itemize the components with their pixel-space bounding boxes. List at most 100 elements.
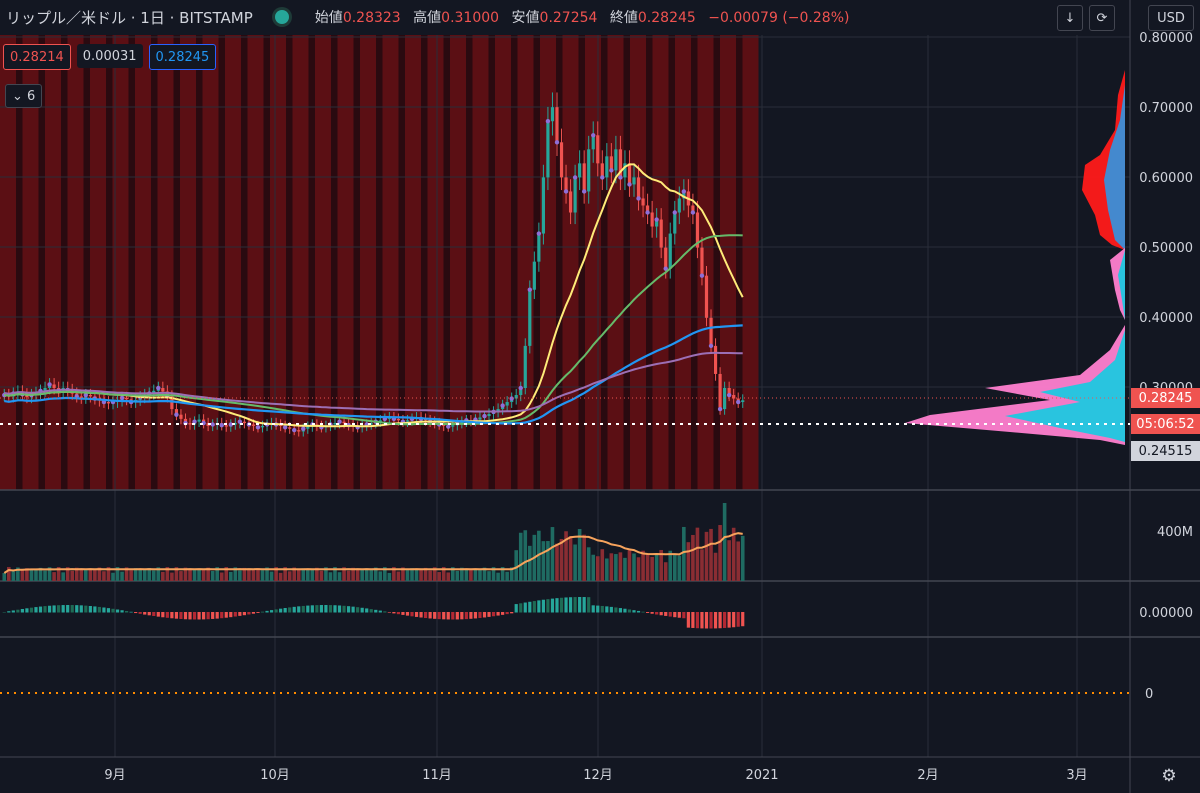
buy-button[interactable]: 0.28245 — [148, 44, 217, 70]
arrow-down-icon[interactable]: ↓ — [1057, 5, 1083, 31]
volume-bar — [677, 555, 682, 581]
macd-bar — [70, 605, 74, 613]
settings-gear-icon[interactable]: ⚙ — [1161, 766, 1176, 786]
volume-bar — [84, 568, 88, 581]
volume-bar — [378, 571, 383, 581]
volume-bar — [6, 567, 11, 581]
market-status-icon — [274, 10, 289, 24]
macd-bar — [501, 612, 505, 615]
volume-bar — [301, 568, 306, 581]
macd-bar — [115, 609, 120, 613]
session-band — [405, 35, 421, 490]
candle-body — [564, 177, 568, 192]
macd-bar — [233, 612, 237, 617]
psar-dot — [636, 196, 641, 201]
volume-bar — [550, 527, 555, 581]
session-band — [562, 35, 579, 490]
currency-button[interactable]: USD — [1148, 5, 1194, 31]
psar-dot — [47, 382, 52, 387]
candle-body — [487, 413, 491, 417]
session-band — [45, 35, 61, 490]
psar-dot — [301, 426, 306, 431]
macd-bar — [197, 612, 201, 620]
macd-bar — [677, 612, 681, 618]
candle-body — [650, 212, 654, 227]
macd-bar — [605, 606, 609, 613]
macd-bar — [356, 607, 360, 613]
refresh-icon[interactable]: ⟳ — [1089, 5, 1115, 31]
volume-bar — [514, 550, 519, 581]
psar-dot — [699, 273, 705, 278]
profile-upper-blue — [1104, 85, 1125, 250]
price-tick: 0.70000 — [1139, 101, 1193, 116]
macd-bar — [174, 612, 179, 619]
volume-bar — [645, 553, 650, 581]
candle-body — [342, 421, 346, 424]
macd-bar — [256, 612, 260, 613]
candle-body — [632, 177, 636, 185]
session-bands — [0, 35, 759, 490]
macd-bar — [138, 612, 142, 614]
macd-bar — [650, 612, 654, 614]
symbol-title[interactable]: リップル／米ドル · 1日 · BITSTAMP — [6, 8, 253, 27]
session-band — [157, 35, 174, 490]
macd-bar — [365, 608, 369, 613]
candle-body — [578, 163, 582, 178]
volume-bar — [274, 567, 278, 581]
macd-bar — [188, 612, 192, 620]
sell-button[interactable]: 0.28214 — [3, 44, 71, 70]
macd-bar — [333, 605, 337, 613]
volume-bar — [133, 568, 138, 581]
candle-body — [306, 426, 310, 429]
volume-bar — [324, 567, 328, 581]
candle-body — [704, 275, 709, 318]
macd-bar — [537, 600, 541, 613]
macd-bar — [238, 612, 242, 616]
candle-body — [614, 149, 618, 171]
psar-dot — [672, 210, 677, 215]
macd-bar — [464, 612, 468, 620]
session-band — [225, 35, 241, 490]
session-band — [22, 35, 39, 490]
candle-body — [723, 388, 727, 410]
session-band — [360, 35, 376, 490]
volume-bar — [392, 567, 396, 581]
macd-bar — [736, 612, 740, 627]
macd-bar — [659, 612, 663, 616]
ma-purple — [4, 351, 743, 413]
macd-bar — [559, 597, 564, 613]
price-tick: 0.80000 — [1139, 31, 1193, 46]
macd-bar — [57, 605, 61, 613]
volume-bar — [464, 569, 469, 581]
volume-bar — [210, 571, 215, 581]
candle-body — [260, 425, 265, 428]
candle-body — [405, 420, 410, 422]
time-label: 10月 — [260, 768, 290, 783]
candle-body — [165, 391, 169, 397]
macd-bar — [614, 607, 618, 613]
volume-bar — [414, 568, 419, 581]
volume-bar — [151, 570, 156, 581]
candle-body — [233, 423, 237, 425]
volume-bar — [197, 568, 201, 581]
macd-bar — [741, 612, 745, 627]
macd-bar — [43, 606, 47, 613]
candle-body — [609, 156, 613, 171]
volume-bar — [568, 536, 573, 581]
macd-bar — [727, 612, 731, 628]
candle-body — [591, 135, 595, 150]
volume-bar — [668, 550, 673, 581]
candle-body — [170, 396, 174, 410]
psar-dot — [292, 427, 297, 433]
indicators-toggle[interactable]: ⌄ 6 — [5, 84, 43, 108]
candle-body — [559, 142, 564, 178]
volume-tick: 400M — [1157, 525, 1193, 540]
macd-bar — [360, 607, 364, 613]
volume-bar — [718, 525, 722, 581]
macd-histogram — [2, 597, 745, 629]
volume-bar — [179, 571, 183, 581]
volume-bar — [129, 570, 133, 581]
volume-bar — [650, 556, 654, 581]
candle-body — [655, 219, 659, 227]
